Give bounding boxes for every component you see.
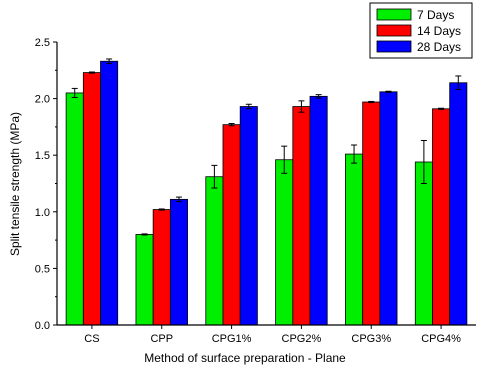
error-bar: [315, 94, 322, 99]
x-tick-label: CS: [84, 333, 99, 345]
legend-swatch: [376, 24, 412, 37]
x-axis-label: Method of surface preparation - Plane: [144, 351, 346, 365]
error-bar: [438, 107, 445, 110]
legend-label: 28 Days: [417, 40, 461, 54]
bar: [82, 72, 101, 326]
bar: [152, 209, 171, 326]
legend-item: 28 Days: [376, 40, 461, 54]
x-tick-label: CPP: [150, 333, 173, 345]
bars-layer: [65, 58, 468, 326]
y-tick-label: 2.5: [35, 37, 50, 49]
bar: [449, 82, 468, 326]
bar: [379, 91, 398, 326]
error-bar: [385, 90, 392, 93]
error-bar: [88, 71, 95, 74]
error-bar: [228, 123, 235, 127]
legend-swatch: [376, 8, 412, 21]
y-tick-label: 2.0: [35, 94, 50, 106]
error-bar: [211, 164, 218, 189]
bar: [135, 234, 154, 326]
legend: 7 Days 14 Days 28 Days: [369, 2, 473, 59]
legend-label: 7 Days: [417, 8, 454, 22]
error-bar: [298, 100, 305, 113]
error-bar: [420, 139, 427, 184]
error-bar: [158, 208, 165, 211]
bar: [414, 161, 433, 326]
x-tick-label: CPG3%: [351, 333, 391, 345]
y-tick-label: 1.5: [35, 150, 50, 162]
error-bar: [351, 144, 358, 164]
legend-swatch: [376, 40, 412, 53]
bar: [100, 60, 119, 326]
y-tick-label: 0.0: [35, 320, 50, 332]
x-tick-label: CPG4%: [421, 333, 461, 345]
bar: [345, 153, 364, 326]
error-bar: [175, 196, 182, 203]
bar: [292, 106, 311, 326]
bar: [362, 101, 381, 326]
bar: [239, 106, 258, 326]
bar: [309, 95, 328, 326]
error-bar: [245, 103, 252, 110]
error-bar: [141, 233, 148, 236]
error-bar: [281, 145, 288, 174]
y-tick-label: 1.0: [35, 207, 50, 219]
legend-item: 7 Days: [376, 8, 454, 22]
bar: [222, 124, 241, 326]
legend-label: 14 Days: [417, 24, 461, 38]
error-bar: [455, 75, 462, 91]
bar: [169, 198, 188, 326]
error-bar: [368, 100, 375, 104]
bar: [275, 159, 294, 326]
error-bar: [106, 58, 113, 65]
bar: [65, 92, 84, 326]
y-tick-label: 0.5: [35, 263, 50, 275]
x-tick-label: CPG1%: [212, 333, 252, 345]
bar: [205, 176, 224, 326]
bar: [432, 108, 451, 326]
x-tick-label: CPG2%: [282, 333, 322, 345]
error-bar: [71, 87, 78, 98]
legend-item: 14 Days: [376, 24, 461, 38]
axes-layer: CS CPP CPG1% CPG2% CPG3% CPG4% 0.0 0.5 1.0 1.5 2.0…: [35, 37, 476, 345]
y-axis-label: Split tensile strength (MPa): [8, 112, 22, 256]
